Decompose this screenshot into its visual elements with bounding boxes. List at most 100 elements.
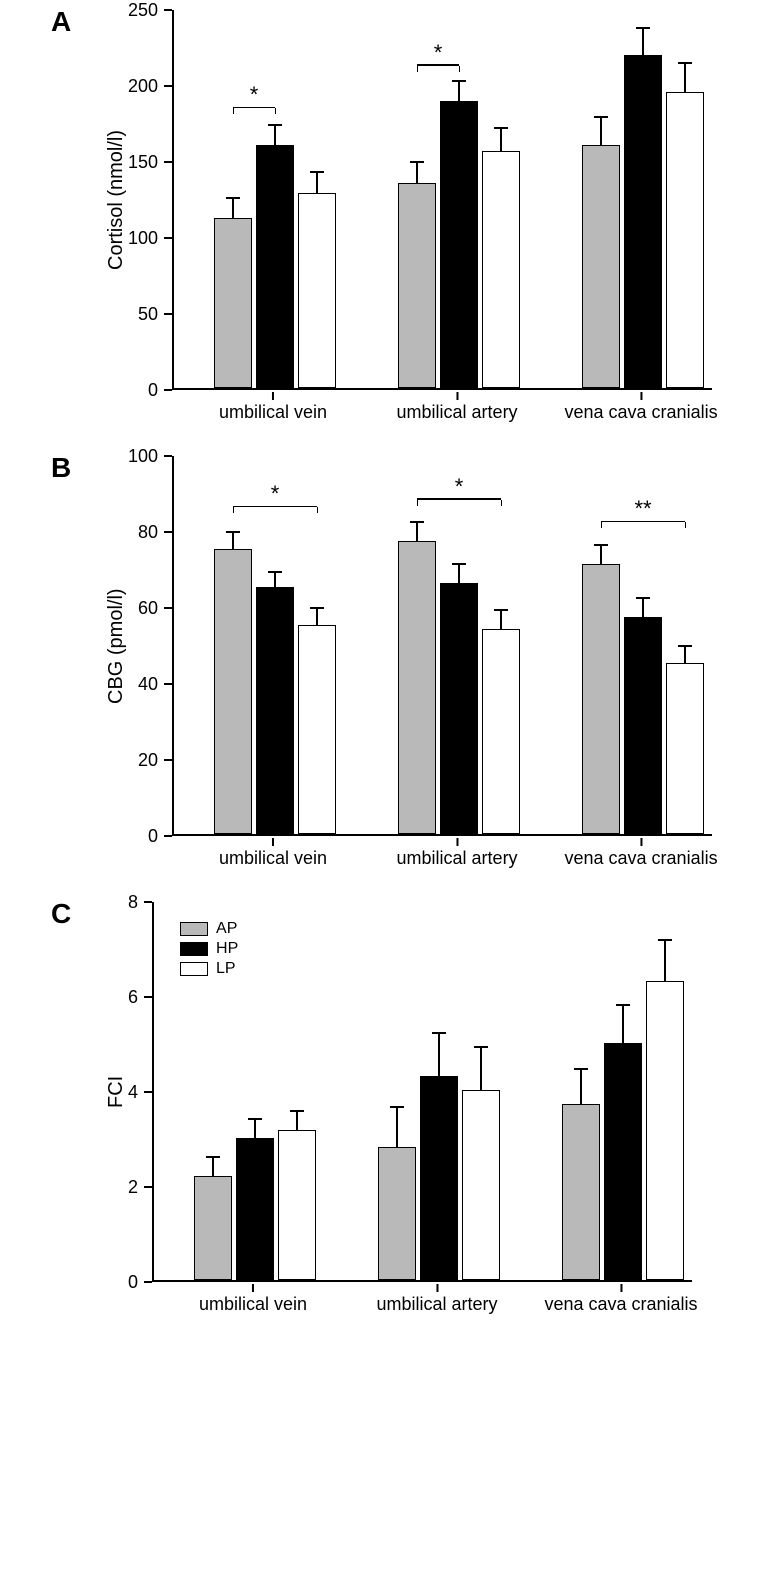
error-bar-stem [600, 117, 602, 144]
bar [256, 587, 294, 834]
error-bar-stem [580, 1069, 582, 1105]
x-tick: umbilical vein [199, 1284, 307, 1315]
significance-tick [417, 66, 419, 72]
error-bar-cap [226, 197, 240, 199]
significance-tick [685, 522, 687, 528]
error-bar-cap [494, 127, 508, 129]
significance-label: * [271, 483, 280, 505]
x-tick-mark [640, 392, 642, 400]
error-bar-stem [458, 81, 460, 101]
x-tick: vena cava cranialis [565, 392, 718, 423]
error-bar-stem [416, 162, 418, 183]
bar [194, 1176, 232, 1281]
error-bar-cap [616, 1004, 630, 1006]
y-tick-mark [144, 1186, 152, 1188]
significance-tick [233, 507, 235, 513]
x-tick-label: vena cava cranialis [565, 400, 718, 423]
error-bar-stem [622, 1005, 624, 1043]
error-bar-stem [642, 598, 644, 617]
bar [666, 663, 704, 834]
x-tick-mark [272, 392, 274, 400]
y-tick-mark [164, 161, 172, 163]
y-tick-mark [164, 389, 172, 391]
bar [582, 145, 620, 388]
plot-wrap: Cortisol (nmol/l)250200150100500**umbili… [101, 10, 723, 426]
error-bar-cap [268, 124, 282, 126]
bar [440, 101, 478, 388]
x-tick: umbilical artery [376, 1284, 497, 1315]
error-bar-cap [636, 27, 650, 29]
y-tick-mark [164, 9, 172, 11]
significance-label: * [455, 476, 464, 498]
significance-tick [501, 500, 503, 506]
legend-item: LP [180, 960, 238, 978]
x-tick-label: vena cava cranialis [565, 846, 718, 869]
y-axis: 86420 [128, 902, 152, 1282]
error-bar-stem [642, 28, 644, 55]
x-tick: vena cava cranialis [544, 1284, 697, 1315]
x-tick-label: umbilical artery [376, 1292, 497, 1315]
error-bar-cap [310, 607, 324, 609]
bar [236, 1138, 274, 1281]
x-tick: vena cava cranialis [565, 838, 718, 869]
x-tick: umbilical artery [397, 838, 518, 869]
error-bar-stem [416, 522, 418, 541]
plot-wrap: CBG (pmol/l)100806040200****umbilical ve… [101, 456, 723, 872]
y-tick-mark [144, 901, 152, 903]
y-tick-mark [144, 996, 152, 998]
bar [462, 1090, 500, 1280]
significance-tick [233, 108, 235, 114]
error-bar-stem [212, 1157, 214, 1176]
error-bar-cap [310, 171, 324, 173]
bar [298, 625, 336, 834]
panel-label: C [51, 898, 71, 930]
y-tick-mark [164, 531, 172, 533]
error-bar-stem [684, 63, 686, 92]
y-tick-mark [144, 1091, 152, 1093]
x-tick-label: vena cava cranialis [544, 1292, 697, 1315]
bar [440, 583, 478, 834]
y-tick-mark [164, 835, 172, 837]
error-bar-cap [594, 116, 608, 118]
error-bar-stem [232, 198, 234, 218]
x-tick-mark [436, 1284, 438, 1292]
legend: APHPLP [180, 920, 238, 980]
error-bar-stem [274, 572, 276, 587]
error-bar-cap [474, 1046, 488, 1048]
plot-column: APHPLPumbilical veinumbilical arteryvena… [152, 902, 692, 1318]
error-bar-stem [664, 940, 666, 980]
error-bar-stem [684, 646, 686, 663]
bar [624, 55, 662, 388]
x-tick-mark [252, 1284, 254, 1292]
plot-column: **umbilical veinumbilical arteryvena cav… [172, 10, 712, 426]
legend-label: AP [216, 920, 237, 938]
panel-A: ACortisol (nmol/l)250200150100500**umbil… [43, 10, 723, 426]
x-tick-label: umbilical vein [219, 400, 327, 423]
bar [582, 564, 620, 834]
error-bar-cap [410, 521, 424, 523]
error-bar-cap [678, 62, 692, 64]
bar [420, 1076, 458, 1280]
x-tick-label: umbilical vein [219, 846, 327, 869]
plot-area: ** [172, 10, 712, 390]
x-tick: umbilical artery [397, 392, 518, 423]
error-bar-stem [500, 610, 502, 629]
y-tick-mark [164, 759, 172, 761]
bar [278, 1130, 316, 1280]
x-tick: umbilical vein [219, 838, 327, 869]
bar [482, 151, 520, 388]
error-bar-cap [226, 531, 240, 533]
bar [398, 541, 436, 834]
error-bar-cap [290, 1110, 304, 1112]
x-tick-mark [272, 838, 274, 846]
y-axis-label: FCI [101, 902, 128, 1282]
panel-B: BCBG (pmol/l)100806040200****umbilical v… [43, 456, 723, 872]
bar [482, 629, 520, 834]
x-tick-label: umbilical artery [397, 400, 518, 423]
y-tick-mark [164, 455, 172, 457]
x-tick-label: umbilical artery [397, 846, 518, 869]
error-bar-cap [452, 80, 466, 82]
error-bar-stem [296, 1111, 298, 1130]
legend-swatch [180, 962, 208, 976]
legend-label: LP [216, 960, 236, 978]
